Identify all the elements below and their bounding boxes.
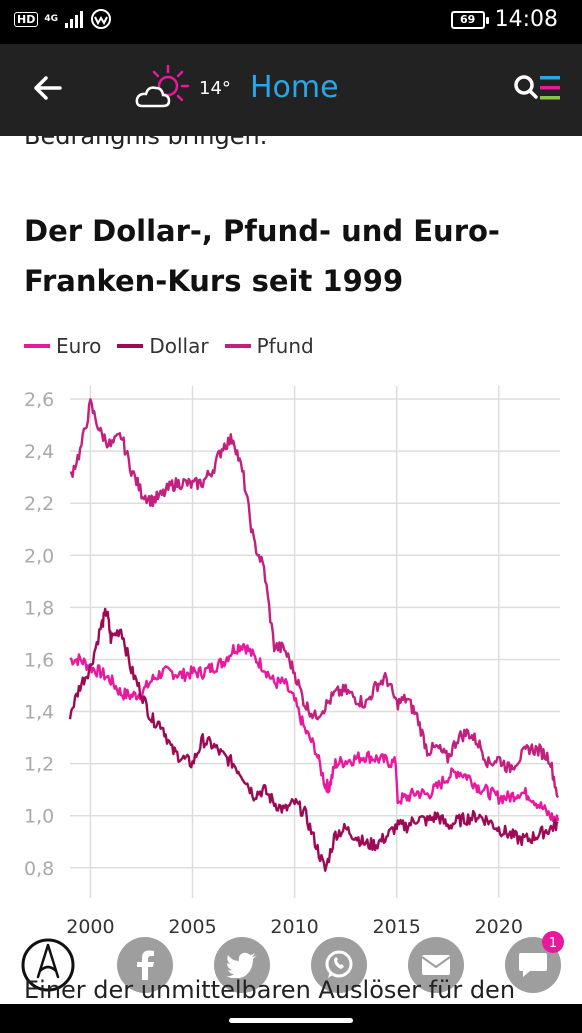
comment-count-badge: 1: [542, 931, 564, 953]
y-tick-label: 2,6: [24, 389, 54, 411]
legend-label-pfund: Pfund: [256, 334, 314, 358]
legend-swatch-euro: [24, 344, 50, 348]
hd-label: HD: [14, 11, 39, 27]
signal-icon: [65, 11, 83, 28]
y-tick-label: 2,2: [24, 493, 54, 515]
status-bar: HD 4G 69 14:08: [0, 0, 582, 44]
legend-item-dollar[interactable]: Dollar: [117, 334, 209, 358]
temperature-label: 14°: [199, 78, 231, 99]
legend-swatch-pfund: [224, 344, 251, 348]
whatsapp-share-button[interactable]: [311, 937, 367, 993]
home-link[interactable]: Home: [250, 70, 339, 105]
x-tick-label: 2015: [372, 916, 420, 936]
article-content: Bedrängnis bringen. Der Dollar-, Pfund- …: [0, 136, 582, 1033]
y-tick-label: 1,8: [24, 597, 54, 619]
series-line-euro: [69, 642, 560, 822]
chart-legend: Euro Dollar Pfund: [24, 334, 314, 358]
battery-icon: 69: [450, 10, 489, 29]
article-paragraph-cut: Bedrängnis bringen.: [24, 136, 268, 150]
weather-partly-cloudy-icon[interactable]: [134, 62, 194, 114]
vpn-icon: [91, 9, 111, 29]
y-tick-label: 1,6: [24, 649, 54, 671]
status-left: HD 4G: [14, 8, 112, 30]
twitter-share-button[interactable]: [214, 937, 270, 993]
clock: 14:08: [494, 7, 558, 32]
x-tick-label: 2010: [270, 916, 318, 936]
y-tick-label: 2,0: [24, 545, 54, 567]
exchange-rate-chart: 2,6 2,4 2,2 2,0 1,8 1,6 1,4 1,2 1,0 0,8 2000 2005 20…: [24, 386, 560, 936]
legend-item-pfund[interactable]: Pfund: [224, 334, 314, 358]
series-line-dollar: [68, 607, 559, 872]
legend-label-dollar: Dollar: [149, 334, 209, 358]
facebook-icon: [137, 950, 154, 980]
x-tick-label: 2005: [168, 916, 216, 936]
share-bar: 1: [0, 931, 582, 997]
legend-swatch-dollar: [117, 344, 144, 348]
legend-item-euro[interactable]: Euro: [24, 334, 101, 358]
x-tick-label: 2000: [66, 916, 114, 936]
x-tick-label: 2020: [475, 916, 523, 936]
whatsapp-icon: [325, 950, 353, 978]
home-gesture-pill[interactable]: [229, 1018, 353, 1023]
series-line-pfund: [69, 398, 560, 799]
app-bar: 14° Home: [0, 44, 582, 136]
twitter-icon: [226, 952, 257, 978]
mail-icon: [421, 955, 451, 975]
y-tick-label: 1,4: [24, 702, 54, 724]
y-tick-label: 1,2: [24, 754, 54, 776]
y-tick-label: 0,8: [24, 858, 54, 880]
status-right: 69 14:08: [450, 7, 558, 32]
network-type: 4G: [44, 14, 58, 24]
y-tick-label: 2,4: [24, 441, 54, 463]
facebook-share-button[interactable]: [117, 937, 173, 993]
search-menu-icon[interactable]: [512, 72, 562, 106]
svg-text:1: 1: [549, 936, 557, 951]
email-share-button[interactable]: [408, 937, 464, 993]
comment-icon: [519, 953, 547, 977]
system-nav-bar: [0, 1004, 582, 1033]
chart-title: Der Dollar-, Pfund- und Euro-Franken-Kur…: [24, 214, 500, 298]
back-arrow-icon[interactable]: [30, 70, 66, 106]
article-paragraph-next: Einer der unmittelbaren Auslöser für den: [24, 976, 516, 1004]
logo-icon[interactable]: [20, 937, 76, 993]
y-tick-label: 1,0: [24, 806, 54, 828]
legend-label-euro: Euro: [56, 334, 102, 358]
